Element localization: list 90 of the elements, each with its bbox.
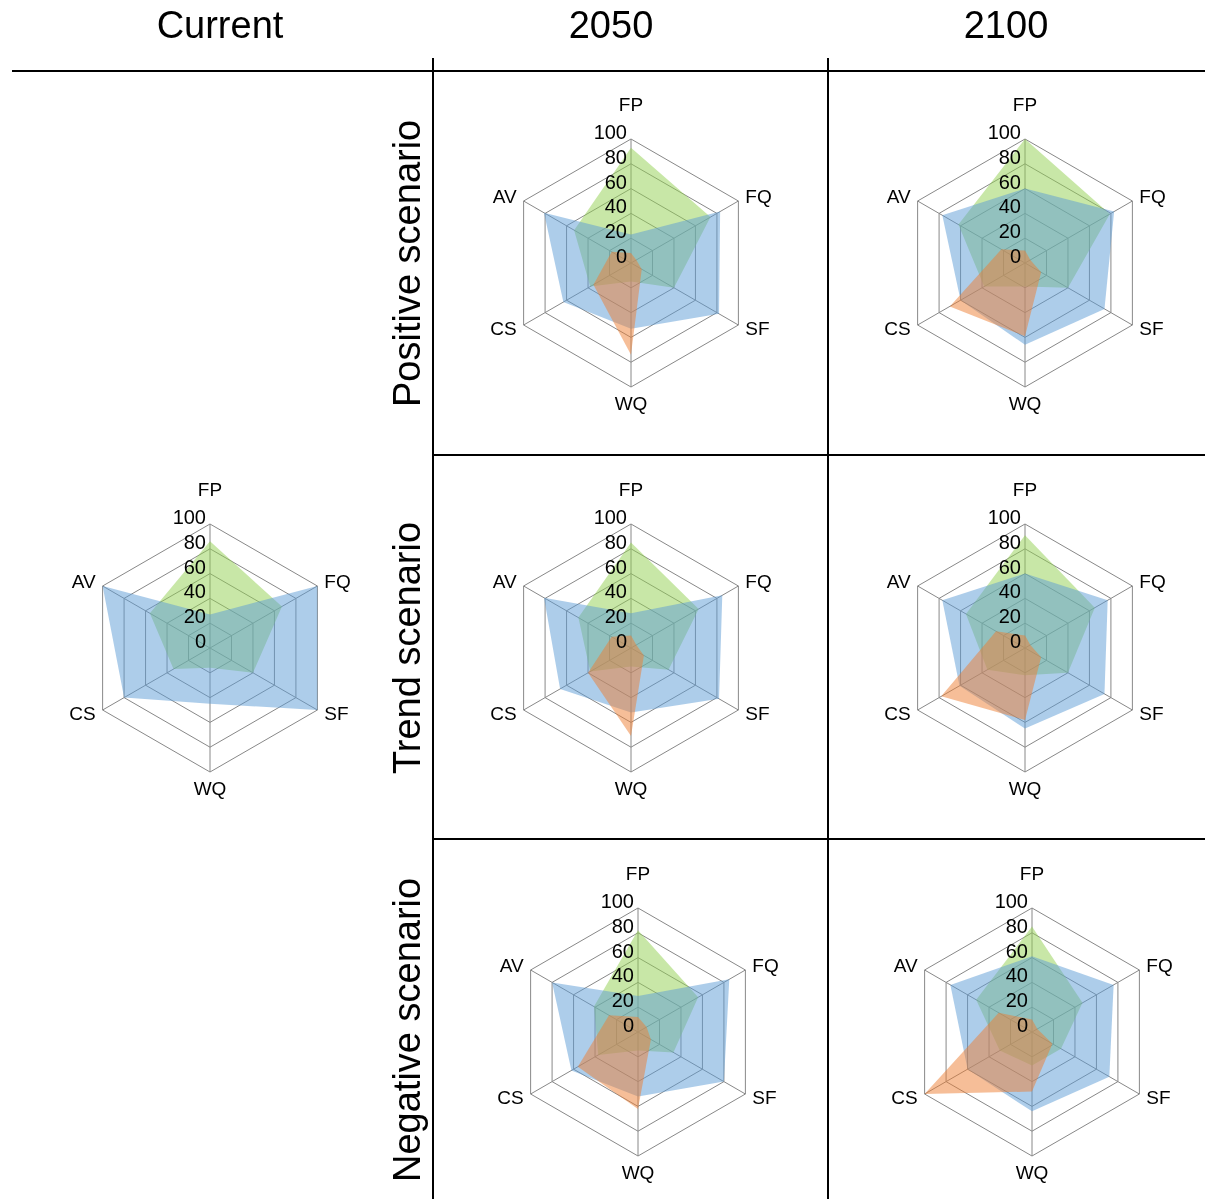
y-tick-label: 20	[1005, 989, 1028, 1012]
y-tick-label: 60	[183, 555, 206, 578]
y-tick-label: 20	[183, 605, 206, 628]
y-tick-label: 100	[600, 890, 634, 912]
y-tick-label: 80	[998, 145, 1021, 168]
chart-title: 2050	[568, 4, 654, 47]
spoke-label: AV	[893, 955, 919, 976]
spoke-label: AV	[886, 186, 912, 207]
spoke-label: FP	[618, 94, 644, 115]
chart-title: 2100	[963, 4, 1049, 47]
spoke-label: SF	[745, 703, 770, 724]
spoke-label: FQ	[324, 571, 351, 592]
y-tick-label: 40	[998, 580, 1021, 603]
y-tick-label: 80	[183, 530, 206, 553]
y-tick-label: 60	[998, 555, 1021, 578]
spoke-label: SF	[745, 318, 770, 339]
spoke-label: FQ	[752, 955, 779, 976]
y-tick-label: 60	[998, 170, 1021, 193]
spoke-label: FP	[618, 479, 644, 500]
spoke-label: WQ	[614, 393, 648, 414]
spoke-label: FP	[197, 479, 223, 500]
y-tick-label: 40	[1005, 964, 1028, 987]
y-tick-label: 0	[194, 630, 206, 652]
spoke-label: CS	[884, 703, 911, 724]
spoke-label: CS	[69, 703, 96, 724]
spoke-label: AV	[499, 955, 525, 976]
y-tick-label: 20	[604, 605, 627, 628]
spoke-label: FQ	[1139, 571, 1166, 592]
y-tick-label: 100	[593, 121, 627, 143]
spoke-label: FP	[1012, 94, 1038, 115]
y-tick-label: 0	[1009, 245, 1021, 267]
y-tick-label: 80	[604, 530, 627, 553]
spoke-label: AV	[492, 186, 518, 207]
text: Negative scenario	[386, 877, 429, 1182]
y-tick-label: 100	[987, 506, 1021, 528]
y-tick-label: 0	[615, 245, 627, 267]
y-tick-label: 60	[1005, 939, 1028, 962]
y-tick-label: 80	[611, 914, 634, 937]
spoke-label: WQ	[621, 1162, 655, 1183]
spoke-label: SF	[1139, 703, 1164, 724]
spoke-label: AV	[71, 571, 97, 592]
y-tick-label: 0	[1016, 1014, 1028, 1036]
y-tick-label: 40	[183, 580, 206, 603]
y-tick-label: 80	[998, 530, 1021, 553]
y-tick-label: 60	[604, 555, 627, 578]
spoke-label: SF	[752, 1087, 777, 1108]
y-tick-label: 80	[604, 145, 627, 168]
spoke-label: FQ	[745, 571, 772, 592]
spoke-label: CS	[490, 318, 517, 339]
spoke-label: WQ	[1008, 778, 1042, 799]
text: Positive scenario	[386, 119, 429, 407]
y-tick-label: 20	[611, 989, 634, 1012]
spoke-label: SF	[1139, 318, 1164, 339]
y-tick-label: 40	[998, 195, 1021, 218]
spoke-label: SF	[324, 703, 349, 724]
y-tick-label: 20	[998, 220, 1021, 243]
spoke-label: WQ	[1008, 393, 1042, 414]
y-tick-label: 40	[604, 195, 627, 218]
spoke-label: FQ	[745, 186, 772, 207]
y-tick-label: 60	[611, 939, 634, 962]
y-tick-label: 0	[615, 630, 627, 652]
y-tick-label: 20	[604, 220, 627, 243]
y-tick-label: 0	[1009, 630, 1021, 652]
spoke-label: AV	[886, 571, 912, 592]
spoke-label: CS	[497, 1087, 524, 1108]
y-tick-label: 100	[987, 121, 1021, 143]
spoke-label: FQ	[1146, 955, 1173, 976]
spoke-label: CS	[891, 1087, 918, 1108]
chart-title: Current	[156, 4, 284, 47]
y-tick-label: 0	[622, 1014, 634, 1036]
spoke-label: WQ	[1015, 1162, 1049, 1183]
spoke-label: WQ	[614, 778, 648, 799]
spoke-label: FP	[1012, 479, 1038, 500]
y-tick-label: 40	[604, 580, 627, 603]
spoke-label: CS	[490, 703, 517, 724]
y-tick-label: 100	[994, 890, 1028, 912]
y-tick-label: 100	[593, 506, 627, 528]
y-tick-label: 60	[604, 170, 627, 193]
y-tick-label: 40	[611, 964, 634, 987]
y-tick-label: 20	[998, 605, 1021, 628]
spoke-label: WQ	[193, 778, 227, 799]
y-tick-label: 80	[1005, 914, 1028, 937]
spoke-label: FQ	[1139, 186, 1166, 207]
text: Trend scenario	[386, 521, 429, 774]
y-tick-label: 100	[172, 506, 206, 528]
spoke-label: AV	[492, 571, 518, 592]
spoke-label: FP	[1019, 863, 1045, 884]
spoke-label: FP	[625, 863, 651, 884]
spoke-label: SF	[1146, 1087, 1171, 1108]
spoke-label: CS	[884, 318, 911, 339]
